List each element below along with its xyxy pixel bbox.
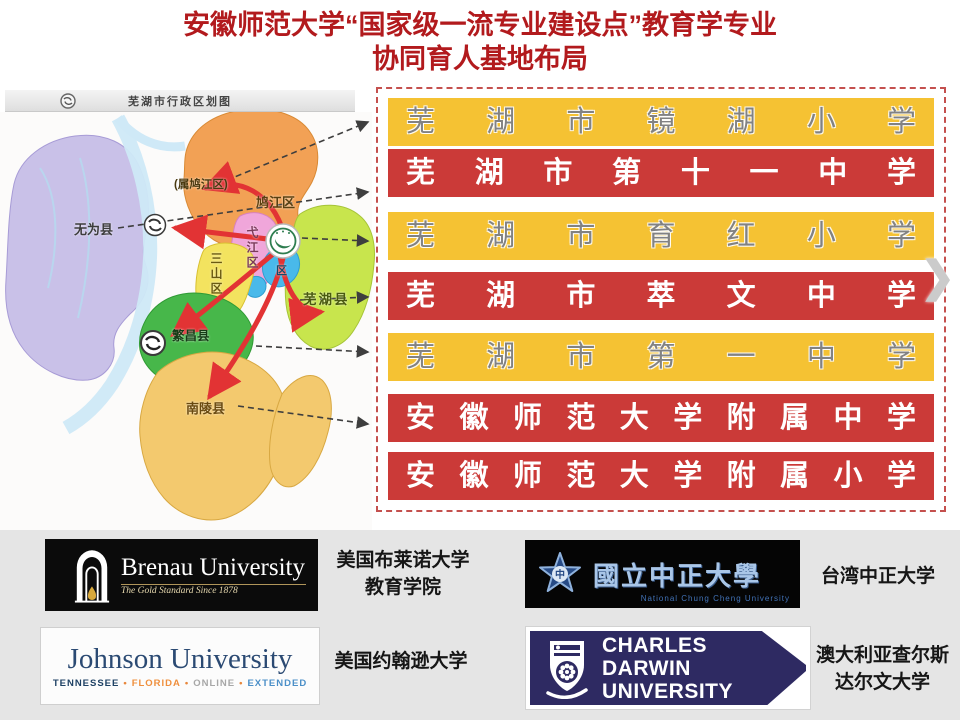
cdu-logo: CHARLES DARWIN UNIVERSITY (525, 626, 811, 710)
brenau-university-logo: Brenau University The Gold Standard Sinc… (45, 539, 318, 611)
university-emblem-icon (265, 223, 301, 259)
map-label-yijiang-district: 弋江区 (245, 226, 259, 271)
map-label-jinghu-district: 区 (276, 265, 287, 277)
school-banner-label: 芜湖市萃文中学 (406, 280, 916, 312)
slide-title-line2: 协同育人基地布局 (372, 44, 588, 74)
school-banner-label: 安徽师范大学附属中学 (406, 402, 916, 434)
johnson-campuses: TENNESSEE • FLORIDA • ONLINE • EXTENDED (52, 678, 308, 689)
wuhu-map: 芜湖市行政区划图 无为县 (属鸠江区) 鸠江区 弋江区 三山区 区 芜湖县 繁昌… (0, 88, 380, 530)
branch-emblem-icon (140, 213, 167, 356)
map-label-belongs-jiujiang: (属鸠江区) (174, 179, 228, 191)
ccu-name: 國立中正大學 (593, 560, 762, 591)
chevron-right-icon[interactable]: ❯ (920, 253, 956, 300)
school-banner: 芜湖市育红小学 (388, 212, 934, 260)
school-banner-label: 芜湖市育红小学 (406, 220, 916, 252)
brenau-tagline: The Gold Standard Since 1878 (121, 586, 238, 596)
city-emblem-icon (60, 93, 76, 109)
school-banner-label: 安徽师范大学附属小学 (406, 460, 916, 492)
map-title: 芜湖市行政区划图 (128, 95, 232, 108)
wuhu-map-graphic (0, 108, 375, 530)
slide-title-line1: 安徽师范大学“国家级一流专业建设点”教育学专业 (183, 10, 777, 40)
map-label-nanling-county: 南陵县 (186, 401, 226, 416)
school-banner-label: 芜湖市第十一中学 (406, 157, 916, 189)
school-banner-label: 芜湖市第一中学 (406, 341, 916, 373)
partner-universities-band: Brenau University The Gold Standard Sinc… (0, 530, 960, 720)
map-label-wuwei-county: 无为县 (74, 222, 114, 237)
brenau-gold-rule (121, 584, 306, 585)
school-banner: 芜湖市镜湖小学 (388, 98, 934, 146)
cdu-shield-icon (546, 641, 588, 699)
map-label-wuhu-county: 芜湖县 (303, 292, 350, 307)
ccu-star-icon: 中 (539, 552, 581, 592)
brenau-name: Brenau University (121, 554, 305, 581)
map-label-fanchang-county: 繁昌县 (172, 329, 210, 343)
school-banner: 芜湖市第十一中学 (388, 149, 934, 197)
cdu-caption: 澳大利亚查尔斯 达尔文大学 (815, 645, 949, 693)
ccu-logo: 中 國立中正大學 National Chung Cheng University (525, 540, 800, 608)
map-header-bar: 芜湖市行政区划图 (5, 90, 355, 112)
school-banner: 安徽师范大学附属小学 (388, 452, 934, 500)
cdu-pennant: CHARLES DARWIN UNIVERSITY (530, 631, 806, 705)
johnson-caption: 美国约翰逊大学 (334, 651, 468, 672)
school-banner-label: 芜湖市镜湖小学 (406, 106, 916, 138)
brenau-caption: 美国布莱诺大学 教育学院 (336, 550, 470, 598)
ccu-caption: 台湾中正大学 (820, 566, 935, 587)
johnson-university-logo: Johnson University TENNESSEE • FLORIDA • ONL… (40, 627, 320, 705)
school-banner: 芜湖市第一中学 (388, 333, 934, 381)
slide-title: 安徽师范大学“国家级一流专业建设点”教育学专业 协同育人基地布局 (0, 8, 960, 76)
partner-schools-panel: 芜湖市镜湖小学 芜湖市第十一中学 芜湖市育红小学 芜湖市萃文中学 芜湖市第一中学 安徽师范… (376, 87, 946, 512)
ccu-subtext: National Chung Cheng University (640, 594, 790, 603)
johnson-name: Johnson University (67, 643, 293, 675)
map-label-sanshan-district: 三山区 (209, 252, 223, 297)
school-banner: 安徽师范大学附属中学 (388, 394, 934, 442)
map-label-jiujiang-district: 鸠江区 (256, 195, 296, 210)
svg-text:中: 中 (555, 568, 565, 581)
brenau-arch-icon (74, 550, 110, 603)
school-banner: 芜湖市萃文中学 (388, 272, 934, 320)
